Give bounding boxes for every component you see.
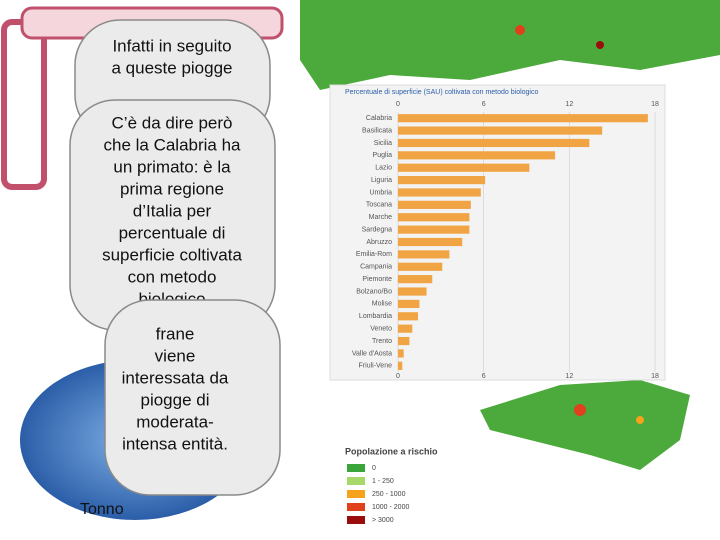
y-tick-label: Trento — [372, 338, 392, 345]
y-tick-label: Umbria — [369, 189, 392, 196]
legend-label: 1 - 250 — [372, 478, 394, 485]
bar — [398, 213, 470, 222]
footer-text: Tonno — [80, 501, 124, 518]
bubble-text: con metodo — [128, 267, 217, 286]
bubble-text: frane — [156, 324, 195, 343]
legend-label: 0 — [372, 465, 376, 472]
legend-swatch — [347, 490, 365, 498]
x-tick-label: 18 — [651, 101, 659, 108]
map-spot — [636, 416, 644, 424]
legend-swatch — [347, 503, 365, 511]
legend-swatch — [347, 477, 365, 485]
bubble-text: d’Italia per — [133, 201, 212, 220]
y-tick-label: Liguria — [371, 177, 392, 184]
y-tick-label: Calabria — [366, 115, 392, 122]
y-tick-label: Piemonte — [362, 276, 392, 283]
y-tick-label: Friuli-Vene — [359, 363, 393, 370]
legend-label: > 3000 — [372, 517, 394, 524]
legend-label: 250 - 1000 — [372, 491, 406, 498]
y-tick-label: Abruzzo — [366, 239, 392, 246]
bubble-text: prima regione — [120, 179, 224, 198]
y-tick-label: Lazio — [375, 165, 392, 172]
y-tick-label: Toscana — [366, 202, 392, 209]
bar — [398, 287, 427, 296]
bar — [398, 237, 463, 247]
bubble-text: a queste piogge — [112, 58, 233, 77]
bar — [398, 312, 418, 321]
legend-title: Popolazione a rischio — [345, 446, 438, 456]
speech-bubble — [104, 299, 281, 496]
bar — [398, 349, 404, 358]
bar — [398, 200, 471, 209]
bubble-text: viene — [155, 346, 196, 365]
y-tick-label: Molise — [372, 301, 392, 308]
bar — [398, 262, 443, 271]
x-tick-label: 0 — [396, 373, 400, 380]
bar — [398, 176, 486, 185]
bar — [398, 361, 403, 370]
x-tick-label: 12 — [565, 373, 573, 380]
y-tick-label: Bolzano/Bo — [356, 288, 392, 295]
map-top — [300, 0, 720, 90]
bubble-text: che la Calabria ha — [103, 135, 241, 154]
bubble-text: un primato: è la — [113, 157, 231, 176]
y-tick-label: Valle d'Aosta — [352, 350, 392, 357]
bubble-text: C’è da dire però — [112, 113, 233, 132]
bar — [398, 126, 603, 135]
bubble-text: percentuale di — [119, 223, 226, 242]
map-spot — [596, 41, 604, 49]
y-tick-label: Sicilia — [374, 140, 392, 147]
y-tick-label: Puglia — [373, 152, 393, 159]
x-tick-label: 6 — [482, 373, 486, 380]
x-tick-label: 12 — [565, 101, 573, 108]
y-tick-label: Lombardia — [359, 313, 392, 320]
bar — [398, 151, 556, 160]
legend-label: 1000 - 2000 — [372, 504, 409, 511]
bar — [398, 188, 481, 197]
bubble-text: superficie coltivata — [102, 245, 242, 264]
bar — [398, 163, 530, 172]
bar — [398, 114, 648, 123]
map-bottom — [480, 380, 690, 470]
bubble-text: Infatti in seguito — [112, 36, 231, 55]
bar — [398, 324, 413, 333]
map-spot — [574, 404, 586, 416]
y-tick-label: Sardegna — [362, 226, 392, 233]
x-tick-label: 18 — [651, 373, 659, 380]
y-tick-label: Marche — [369, 214, 392, 221]
map-spot — [515, 25, 525, 35]
bubble-text: intensa entità. — [122, 434, 228, 453]
y-tick-label: Veneto — [370, 326, 392, 333]
bar — [398, 336, 410, 346]
y-tick-label: Emilia-Rom — [356, 251, 392, 258]
bubble-text: interessata da — [122, 368, 229, 387]
y-tick-label: Basilicata — [362, 127, 392, 134]
bar — [398, 299, 420, 308]
x-tick-label: 0 — [396, 101, 400, 108]
bar — [398, 250, 450, 259]
chart-title: Percentuale di superficie (SAU) coltivat… — [345, 89, 538, 96]
bar — [398, 275, 433, 284]
x-tick-label: 6 — [482, 101, 486, 108]
bar — [398, 138, 590, 148]
legend-swatch — [347, 516, 365, 524]
y-tick-label: Campania — [360, 264, 392, 271]
bar — [398, 225, 470, 234]
bubble-text: piogge di — [140, 390, 209, 409]
legend-swatch — [347, 464, 365, 472]
bubble-text: moderata- — [136, 412, 213, 431]
